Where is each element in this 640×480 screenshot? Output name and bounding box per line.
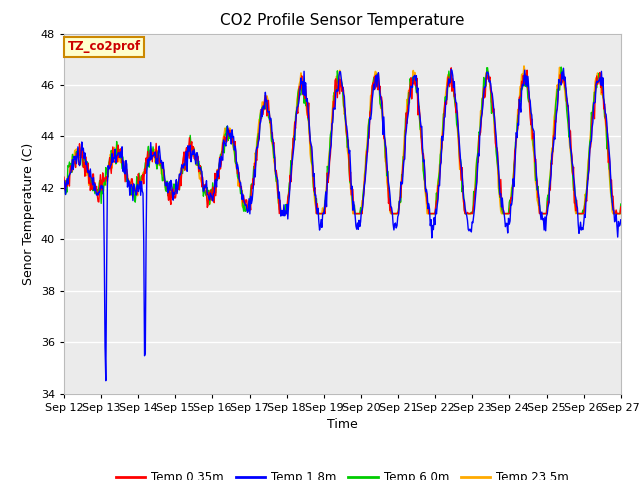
Legend: Temp 0.35m, Temp 1.8m, Temp 6.0m, Temp 23.5m: Temp 0.35m, Temp 1.8m, Temp 6.0m, Temp 2… <box>111 466 573 480</box>
X-axis label: Time: Time <box>327 418 358 431</box>
Title: CO2 Profile Sensor Temperature: CO2 Profile Sensor Temperature <box>220 13 465 28</box>
Y-axis label: Senor Temperature (C): Senor Temperature (C) <box>22 143 35 285</box>
Text: TZ_co2prof: TZ_co2prof <box>68 40 141 53</box>
